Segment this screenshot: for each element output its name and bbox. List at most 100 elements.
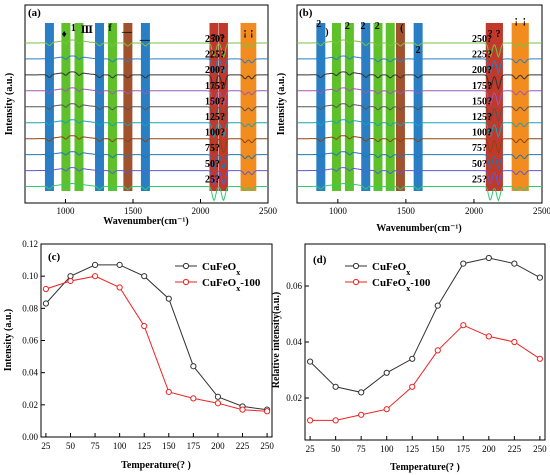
temperature-label: 75?	[205, 143, 220, 154]
panel-c-ticks: 25 50 75 100 125 150 175 200 225 250 0.00 0.02 0.04 0…	[22, 239, 274, 451]
series-line-2	[310, 324, 541, 421]
x-tick-label: 2500	[259, 206, 278, 216]
spectrum-line-7	[25, 135, 268, 154]
data-point	[91, 261, 99, 269]
panel-b-band-labels: 2)2 2 2 (2? ?¡ ¡	[316, 15, 526, 56]
legend-label-sub: x	[236, 268, 240, 277]
band-label: ¡	[243, 27, 246, 38]
band-label: 2	[345, 21, 350, 32]
legend-label-suffix: -100	[240, 277, 261, 289]
temperature-label: 175?	[205, 81, 225, 92]
legend-label-sub: x	[406, 268, 410, 277]
data-point	[42, 300, 50, 307]
panel-c-frame	[40, 243, 273, 438]
data-point	[214, 400, 222, 407]
y-tick-label: 0.02	[22, 400, 38, 410]
temperature-label: 225?	[472, 50, 492, 61]
data-point	[358, 389, 365, 396]
legend-marker	[182, 262, 190, 270]
temperature-label: 75?	[472, 143, 487, 154]
spectrum-line-5	[297, 103, 542, 123]
spectrum-line-1	[25, 39, 268, 59]
band-label: ♦	[62, 29, 67, 40]
data-point	[214, 393, 222, 400]
data-point	[116, 284, 123, 291]
spectrum-line-4	[25, 87, 268, 107]
band-marker-8	[413, 23, 423, 191]
x-tick-label: 50	[66, 441, 76, 451]
band-label: 2	[316, 19, 321, 30]
x-tick-label: 2500	[533, 206, 550, 216]
panel-c-series	[42, 261, 271, 415]
band-label: ?	[220, 33, 225, 44]
data-point	[536, 274, 543, 281]
temperature-label: 125?	[472, 112, 492, 123]
spectrum-line-9	[297, 167, 542, 186]
data-point	[383, 369, 390, 376]
data-point	[91, 273, 99, 280]
temperature-label: 50?	[472, 159, 487, 170]
data-point	[332, 417, 339, 424]
data-point	[190, 363, 197, 370]
spectrum-line-2	[25, 55, 268, 75]
y-tick-label: 0.08	[22, 303, 38, 313]
legend-label: CuFeOx-100	[202, 277, 261, 293]
temperature-label: 200?	[472, 65, 492, 76]
spectrum-line-3	[297, 71, 542, 91]
panel-c: (c) 25 50 75 100 125 150 175 200 225 250 0.00 0.02 0…	[3, 239, 274, 471]
spectrum-line-8	[25, 151, 268, 170]
x-tick-label: 25	[41, 441, 51, 451]
x-tick-label: 175	[187, 441, 201, 451]
panel-d: (d) 25 50 75 100 125 150 175 200 225 250 0.02 0.04 0…	[271, 243, 547, 473]
x-tick-label: 75	[91, 441, 101, 451]
band-label: )	[325, 27, 328, 38]
panel-b-label: (b)	[299, 7, 313, 19]
data-point	[434, 347, 441, 354]
data-point	[42, 285, 50, 293]
temperature-label: 150?	[472, 96, 492, 107]
data-point	[434, 302, 441, 309]
legend-label-main: CuFeO	[202, 261, 237, 273]
data-point	[536, 355, 543, 362]
band-label: ?	[496, 29, 501, 40]
panel-b-spectra	[297, 39, 542, 202]
x-tick-label: 150	[162, 441, 176, 451]
panel-a-x-ticks: 1000 1500 2000 2500	[57, 199, 278, 216]
band-marker-7	[395, 23, 405, 191]
series-line-1	[309, 257, 541, 393]
data-point	[460, 322, 467, 329]
band-label: 1	[71, 23, 76, 34]
band-marker-6	[385, 23, 395, 191]
data-point	[141, 273, 148, 280]
panel-b-temperature-labels: 250? 225? 200? 175? 150? 125? 100? 75? 50? 25?	[472, 34, 492, 185]
x-tick-label: 1500	[124, 206, 143, 216]
x-tick-label: 250	[260, 441, 274, 451]
y-tick-label: 0.04	[286, 337, 302, 347]
spectrum-line-5	[25, 103, 268, 123]
data-point	[307, 417, 314, 424]
spectrum-line-6	[297, 119, 542, 138]
data-point	[263, 408, 271, 415]
panel-c-x-axis-label: Temperature(? )	[121, 460, 191, 471]
band-marker-8	[209, 23, 219, 191]
x-tick-label: 25	[306, 444, 316, 454]
band-marker-10	[493, 23, 503, 191]
band-label: —	[121, 27, 133, 38]
data-point	[165, 295, 172, 302]
data-point	[116, 261, 123, 269]
spectrum-line-2	[297, 55, 542, 75]
temperature-label: 225?	[205, 50, 225, 61]
band-label: ?	[488, 29, 493, 40]
panel-a-label: (a)	[28, 7, 41, 19]
temperature-label: 50?	[205, 159, 220, 170]
data-point	[383, 406, 390, 413]
band-label: 2	[361, 21, 366, 32]
legend-marker	[352, 262, 360, 270]
panel-d-series	[307, 254, 543, 424]
band-marker-1	[316, 23, 326, 191]
data-point	[332, 383, 339, 390]
temperature-label: 200?	[205, 65, 225, 76]
temperature-label: 100?	[472, 128, 492, 139]
